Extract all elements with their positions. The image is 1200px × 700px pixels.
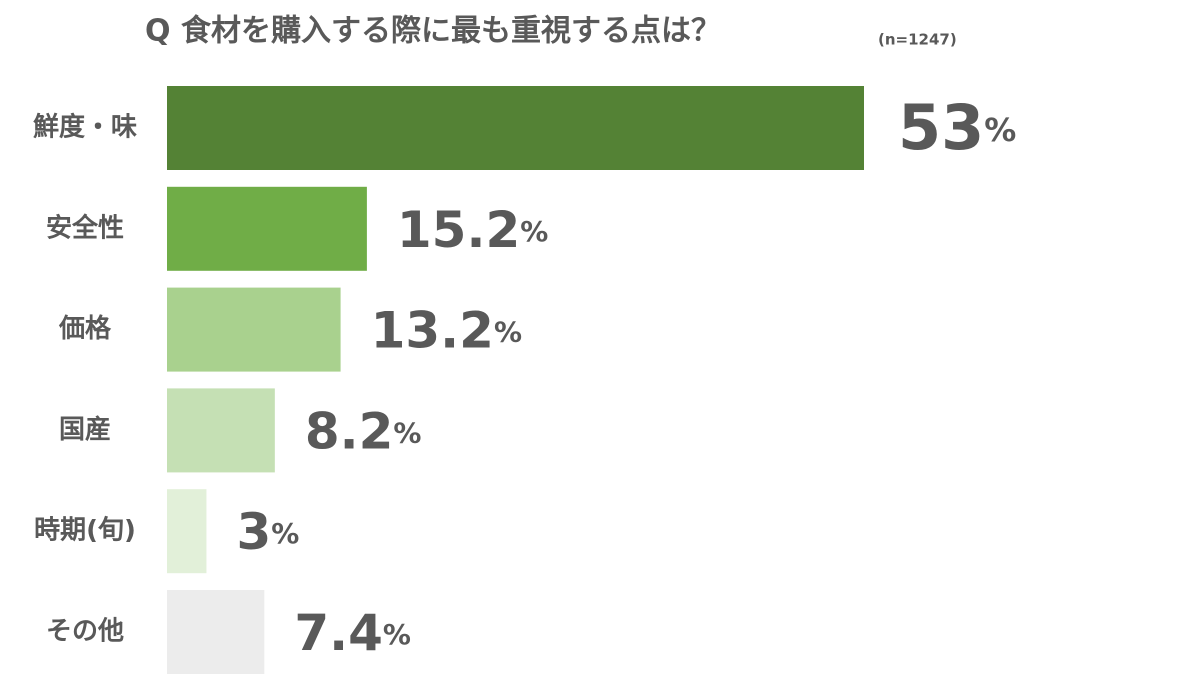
value-label: 8.2% — [305, 402, 422, 460]
value-label: 7.4% — [294, 604, 411, 662]
bar — [167, 590, 265, 674]
category-label: 国産 — [59, 414, 111, 445]
category-label: 鮮度・味 — [33, 112, 137, 143]
category-label: 価格 — [58, 313, 112, 344]
category-label: 安全性 — [46, 212, 124, 243]
bar — [167, 287, 341, 372]
value-label: 15.2% — [397, 200, 548, 258]
value-label: 53% — [898, 91, 1016, 164]
chart-title: Q 食材を購入する際に最も重視する点は？ — [145, 14, 721, 49]
bar — [167, 86, 864, 170]
value-label: 3% — [236, 503, 299, 561]
category-label: 時期(旬) — [34, 516, 136, 546]
bar — [167, 186, 367, 271]
value-label: 13.2% — [371, 301, 522, 359]
sample-note: (n=1247) — [878, 31, 957, 49]
category-label: その他 — [46, 617, 124, 647]
bar — [167, 388, 275, 473]
bar — [167, 489, 207, 574]
